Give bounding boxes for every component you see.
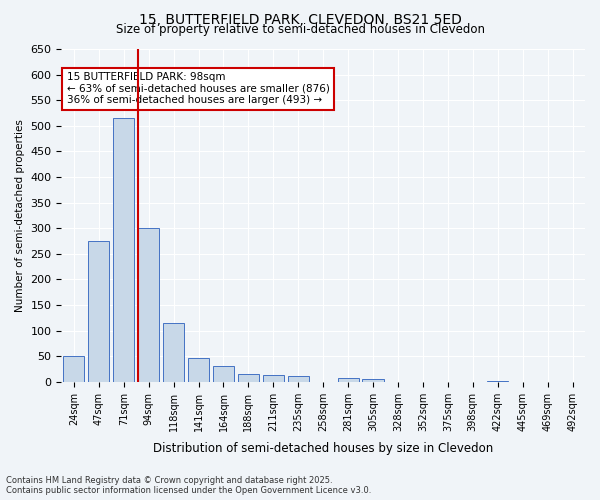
Text: 15 BUTTERFIELD PARK: 98sqm
← 63% of semi-detached houses are smaller (876)
36% o: 15 BUTTERFIELD PARK: 98sqm ← 63% of semi…: [67, 72, 329, 106]
Bar: [362, 379, 383, 382]
Text: Contains HM Land Registry data © Crown copyright and database right 2025.
Contai: Contains HM Land Registry data © Crown c…: [6, 476, 371, 495]
Bar: [213, 366, 234, 382]
Text: Size of property relative to semi-detached houses in Clevedon: Size of property relative to semi-detach…: [115, 22, 485, 36]
Bar: [163, 323, 184, 382]
Bar: [287, 376, 309, 382]
X-axis label: Distribution of semi-detached houses by size in Clevedon: Distribution of semi-detached houses by …: [153, 442, 493, 455]
Bar: [263, 375, 284, 382]
Bar: [113, 118, 134, 382]
Text: 15, BUTTERFIELD PARK, CLEVEDON, BS21 5ED: 15, BUTTERFIELD PARK, CLEVEDON, BS21 5ED: [139, 12, 461, 26]
Bar: [63, 356, 85, 382]
Bar: [188, 358, 209, 382]
Bar: [238, 374, 259, 382]
Bar: [138, 228, 159, 382]
Bar: [338, 378, 359, 382]
Y-axis label: Number of semi-detached properties: Number of semi-detached properties: [15, 119, 25, 312]
Bar: [88, 241, 109, 382]
